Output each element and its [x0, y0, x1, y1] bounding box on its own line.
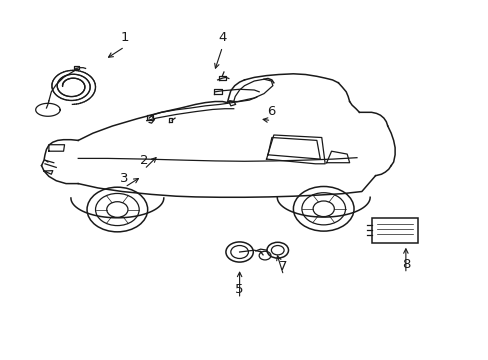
- Text: 5: 5: [235, 283, 244, 296]
- Text: 2: 2: [140, 154, 148, 167]
- Text: 1: 1: [120, 31, 129, 44]
- Text: 8: 8: [401, 258, 409, 271]
- Text: 4: 4: [218, 31, 226, 44]
- Text: 3: 3: [120, 172, 129, 185]
- Text: 6: 6: [266, 105, 275, 118]
- Text: 7: 7: [279, 260, 287, 273]
